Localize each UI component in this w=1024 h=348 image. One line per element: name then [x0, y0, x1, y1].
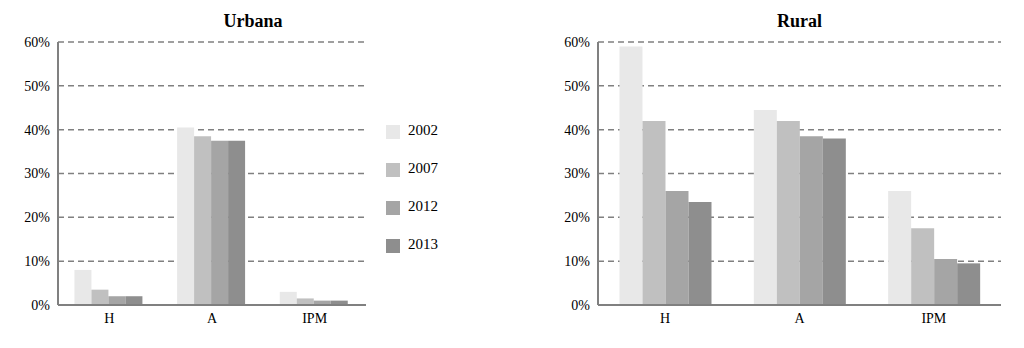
- html-text:2007: 2007: [408, 160, 438, 176]
- svg-text:40%: 40%: [564, 123, 590, 138]
- html-text:2012: 2012: [408, 198, 438, 214]
- svg-text:60%: 60%: [564, 35, 590, 50]
- svg-text:0%: 0%: [571, 298, 590, 313]
- html-text:2002: 2002: [408, 122, 438, 138]
- svg-text:10%: 10%: [24, 254, 50, 269]
- svg-text:0%: 0%: [31, 298, 50, 313]
- svg-text:30%: 30%: [24, 166, 50, 181]
- svg-text:A: A: [794, 311, 805, 326]
- svg-text:30%: 30%: [564, 166, 590, 181]
- svg-text:10%: 10%: [564, 254, 590, 269]
- svg-text:IPM: IPM: [921, 311, 946, 326]
- svg-text:IPM: IPM: [302, 311, 327, 326]
- svg-text:50%: 50%: [24, 79, 50, 94]
- svg-text:20%: 20%: [564, 210, 590, 225]
- html-text:Urbana: Urbana: [223, 11, 283, 31]
- svg-text:50%: 50%: [564, 79, 590, 94]
- svg-text:40%: 40%: [24, 123, 50, 138]
- html-text:2013: 2013: [408, 236, 438, 252]
- html-text:Rural: Rural: [777, 11, 822, 31]
- svg-text:H: H: [104, 311, 114, 326]
- svg-text:H: H: [660, 311, 670, 326]
- svg-text:20%: 20%: [24, 210, 50, 225]
- svg-text:60%: 60%: [24, 35, 50, 50]
- svg-text:A: A: [207, 311, 218, 326]
